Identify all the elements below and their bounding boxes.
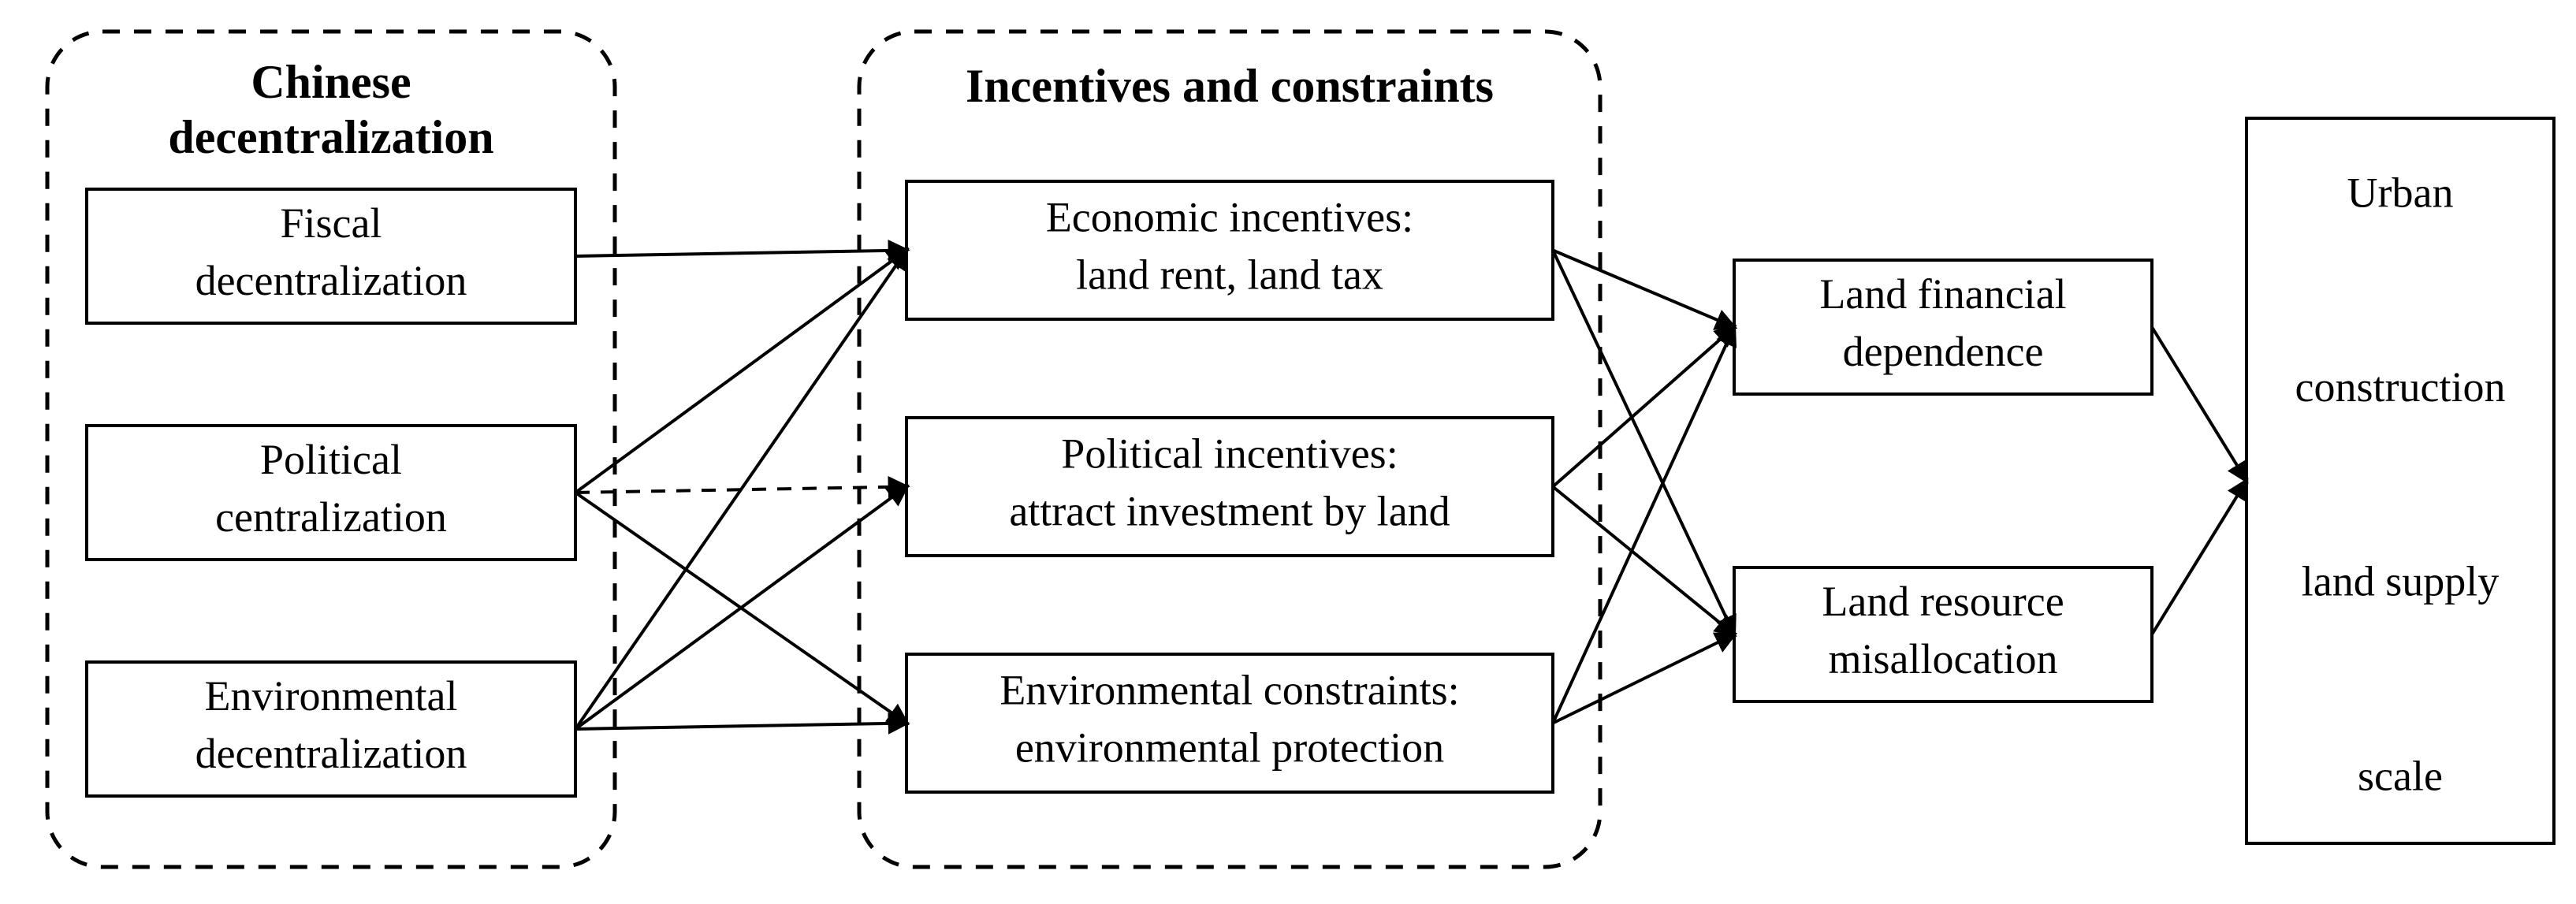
svg-text:decentralization: decentralization xyxy=(195,257,467,304)
svg-text:construction: construction xyxy=(2295,363,2506,411)
svg-text:land rent, land tax: land rent, land tax xyxy=(1076,251,1383,298)
svg-text:Political incentives:: Political incentives: xyxy=(1061,430,1398,477)
svg-text:decentralization: decentralization xyxy=(168,111,493,163)
edge-n2-n4 xyxy=(575,251,906,493)
svg-text:Urban: Urban xyxy=(2347,169,2454,216)
svg-text:Land financial: Land financial xyxy=(1819,270,2066,318)
edge-n5-n7 xyxy=(1553,327,1734,487)
svg-text:scale: scale xyxy=(2358,752,2443,799)
edge-n6-n7 xyxy=(1553,327,1734,724)
svg-text:Chinese: Chinese xyxy=(251,56,411,108)
svg-text:decentralization: decentralization xyxy=(195,730,467,777)
svg-text:Environmental constraints:: Environmental constraints: xyxy=(1000,666,1459,713)
edge-n8-n9 xyxy=(2152,481,2247,634)
svg-text:Fiscal: Fiscal xyxy=(281,199,382,247)
edge-n5-n8 xyxy=(1553,487,1734,635)
edge-n4-n8 xyxy=(1553,251,1734,635)
edge-n3-n5 xyxy=(575,487,906,730)
svg-text:Land resource: Land resource xyxy=(1822,578,2064,625)
svg-text:dependence: dependence xyxy=(1843,328,2044,375)
svg-text:Economic incentives:: Economic incentives: xyxy=(1046,193,1413,240)
node-n9 xyxy=(2247,118,2554,843)
flowchart: ChinesedecentralizationIncentives and co… xyxy=(0,0,2576,904)
edge-n6-n8 xyxy=(1553,634,1734,724)
svg-text:Incentives and constraints: Incentives and constraints xyxy=(966,60,1494,112)
svg-text:Political: Political xyxy=(260,436,402,483)
edge-n1-n4 xyxy=(575,251,906,257)
svg-text:centralization: centralization xyxy=(215,493,447,541)
edge-n3-n4 xyxy=(575,251,906,730)
svg-text:environmental protection: environmental protection xyxy=(1015,724,1444,771)
svg-text:land supply: land supply xyxy=(2302,558,2500,605)
svg-text:attract investment by land: attract investment by land xyxy=(1009,487,1450,534)
svg-text:Environmental: Environmental xyxy=(205,672,458,720)
edge-n3-n6 xyxy=(575,724,906,730)
edge-n7-n9 xyxy=(2152,327,2247,481)
svg-text:misallocation: misallocation xyxy=(1829,635,2058,683)
edge-n4-n7 xyxy=(1553,251,1734,328)
